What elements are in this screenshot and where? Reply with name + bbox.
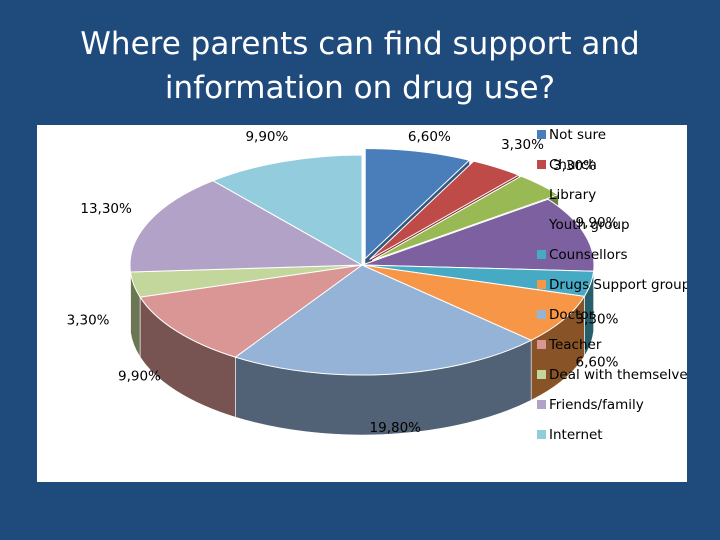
legend-swatch-8 xyxy=(537,370,546,379)
legend-swatch-0 xyxy=(537,130,546,139)
data-label-3: 9,90% xyxy=(576,215,619,231)
legend-label-7: Teacher xyxy=(548,337,602,353)
data-label-0: 6,60% xyxy=(408,129,451,145)
legend-label-2: Library xyxy=(549,187,596,203)
legend-label-5: Drugs Support group xyxy=(549,277,687,293)
legend-label-1: Church xyxy=(549,157,597,173)
pie-slice-0 xyxy=(364,148,471,260)
pie-slice-10 xyxy=(129,180,364,273)
pie-tops xyxy=(129,148,595,376)
data-label-11: 9,90% xyxy=(245,129,288,145)
legend-swatch-2 xyxy=(537,190,546,199)
pie-slice-8 xyxy=(139,264,363,358)
data-label-4: 3,30% xyxy=(576,312,619,328)
legend-swatch-3 xyxy=(537,220,546,229)
legend-label-10: Internet xyxy=(549,427,603,443)
pie-slice-11 xyxy=(211,154,363,266)
legend-label-6: Doctor xyxy=(549,307,595,323)
data-label-2: 3,30% xyxy=(553,158,596,174)
legend-label-9: Friends/family xyxy=(549,397,644,413)
data-label-1: 3,30% xyxy=(501,137,544,153)
legend-swatch-1 xyxy=(537,160,546,169)
legend-swatch-4 xyxy=(537,250,546,259)
data-label-5: 6,60% xyxy=(576,355,619,371)
pie-slice-3 xyxy=(361,198,595,272)
pie-slice-5 xyxy=(361,264,586,341)
data-label-7: 19,80% xyxy=(370,420,422,436)
data-label-8: 9,90% xyxy=(118,368,161,384)
legend-swatch-9 xyxy=(537,400,546,409)
pie-chart: 6,60% 3,30% 3,30% 9,90% 3,30% 6,60% 19,80% 9,90… xyxy=(67,127,687,443)
pie-data-labels: 6,60% 3,30% 3,30% 9,90% 3,30% 6,60% 19,80% 9,90… xyxy=(67,129,619,436)
legend-label-8: Deal with themselves xyxy=(549,367,687,383)
pie-slice-7 xyxy=(234,264,533,376)
chart-panel: 6,60% 3,30% 3,30% 9,90% 3,30% 6,60% 19,80% 9,90… xyxy=(37,125,687,482)
legend-label-4: Counsellors xyxy=(549,247,627,263)
legend-swatch-7 xyxy=(537,340,546,349)
data-label-10: 13,30% xyxy=(80,201,132,217)
legend-label-0: Not sure xyxy=(549,127,606,143)
data-label-9: 3,30% xyxy=(67,313,110,329)
pie-slice-1 xyxy=(369,160,520,260)
legend-swatch-5 xyxy=(537,280,546,289)
legend-swatch-6 xyxy=(537,310,546,319)
legend-label-3: Youth group xyxy=(548,217,630,233)
legend-swatch-10 xyxy=(537,430,546,439)
legend: Not sure Church Library Youth group Counsell… xyxy=(537,127,687,443)
pie-slice-2 xyxy=(371,175,560,261)
slide-title: Where parents can find support and infor… xyxy=(80,26,640,106)
